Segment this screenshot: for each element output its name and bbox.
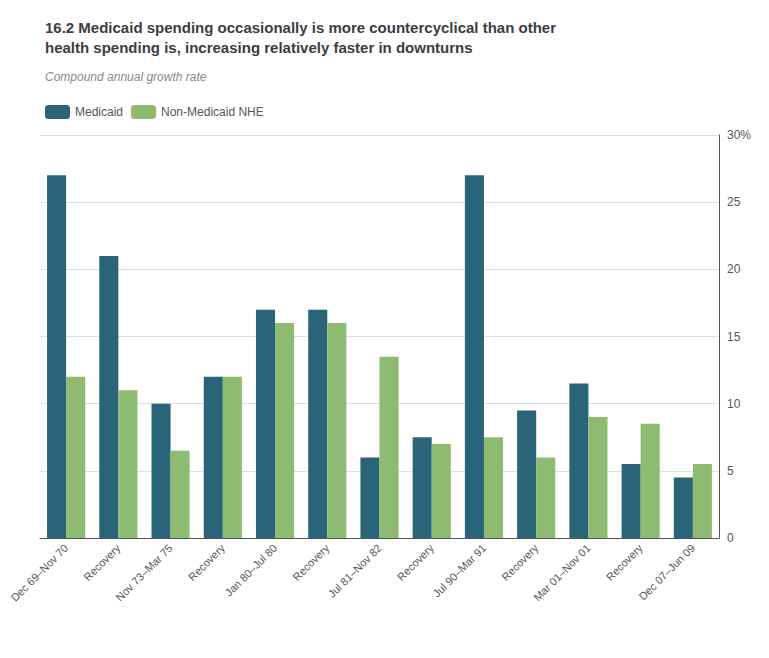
svg-text:Dec 07–Jun 09: Dec 07–Jun 09 [636,542,697,603]
svg-text:Jul 81–Nov 82: Jul 81–Nov 82 [326,542,384,600]
svg-text:Jul 90–Mar 91: Jul 90–Mar 91 [430,542,488,600]
svg-text:20: 20 [727,262,741,276]
svg-text:Recovery: Recovery [499,541,541,583]
svg-text:10: 10 [727,397,741,411]
svg-text:Medicaid: Medicaid [75,105,123,119]
svg-text:Mar 01–Nov 01: Mar 01–Nov 01 [531,542,593,604]
svg-text:15: 15 [727,330,741,344]
svg-text:Compound annual growth rate: Compound annual growth rate [45,70,207,84]
svg-text:30%: 30% [727,128,751,142]
svg-text:Recovery: Recovery [290,541,332,583]
svg-text:Jan 80–Jul 80: Jan 80–Jul 80 [222,542,279,599]
svg-text:0: 0 [727,531,734,545]
svg-text:5: 5 [727,464,734,478]
svg-text:Recovery: Recovery [395,541,437,583]
svg-text:Recovery: Recovery [186,541,228,583]
svg-text:health spending is, increasing: health spending is, increasing relativel… [45,39,473,56]
svg-text:Recovery: Recovery [604,541,646,583]
svg-text:Dec 69–Nov 70: Dec 69–Nov 70 [8,542,70,604]
svg-text:16.2 Medicaid spending occasio: 16.2 Medicaid spending occasionally is m… [45,19,556,36]
svg-text:Nov 73–Mar 75: Nov 73–Mar 75 [113,542,175,604]
svg-text:Non-Medicaid NHE: Non-Medicaid NHE [161,105,264,119]
svg-text:25: 25 [727,195,741,209]
svg-text:Recovery: Recovery [81,541,123,583]
